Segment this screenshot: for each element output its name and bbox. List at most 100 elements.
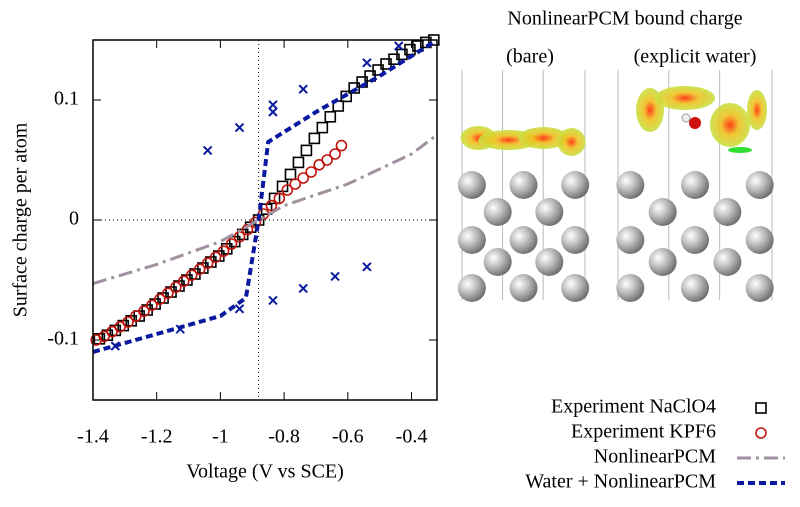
circle-marker: [273, 192, 286, 205]
square-marker: [348, 82, 360, 94]
circle-marker: [225, 238, 238, 250]
square-marker: [316, 121, 329, 134]
x-marker: [234, 122, 245, 133]
metal-atom: [681, 274, 709, 302]
metal-atom: [483, 248, 512, 276]
metal-atom: [648, 248, 677, 276]
plot-frame: [92, 39, 438, 401]
x-axis-label: Voltage (V vs SCE): [186, 461, 344, 483]
metal-atom: [457, 226, 486, 254]
circle-marker: [122, 316, 134, 328]
x-tick-label: -1.2: [141, 426, 173, 448]
square-marker: [372, 64, 384, 76]
hydrogen-atom: [681, 113, 691, 123]
x-tick-label: -0.4: [396, 426, 428, 448]
circle-marker: [297, 172, 310, 184]
circle-marker: [217, 245, 230, 257]
y-axis-label: Surface charge per atom: [10, 122, 32, 317]
x-marker: [394, 41, 404, 51]
x-marker: [298, 84, 308, 94]
y-tick-label: 0.1: [54, 88, 79, 110]
x-tick-label: -1.4: [77, 426, 109, 448]
legend-label: Experiment NaClO4: [551, 396, 716, 418]
x-marker: [268, 100, 278, 110]
metal-atom: [561, 274, 590, 302]
x-marker: [110, 341, 121, 351]
charge-blob: [710, 103, 750, 147]
metal-atom: [535, 248, 564, 276]
metal-atom: [713, 198, 742, 226]
circle-marker: [201, 257, 214, 270]
metal-atom: [681, 226, 709, 254]
x-marker: [268, 107, 278, 117]
x-marker: [298, 283, 308, 294]
oxygen-atom: [689, 117, 701, 129]
metal-atom: [509, 274, 538, 302]
metal-atom: [561, 171, 590, 199]
square-marker: [268, 192, 281, 205]
image-label: (explicit water): [634, 46, 757, 68]
x-marker: [362, 262, 372, 272]
metal-atom: [648, 198, 677, 226]
legend-marker: [755, 402, 767, 414]
charge-blob: [747, 90, 767, 130]
x-marker: [202, 145, 213, 156]
metal-atom: [509, 226, 538, 254]
charge-blob: [728, 147, 752, 153]
legend-label: Water + NonlinearPCM: [525, 471, 716, 493]
metal-atom: [616, 274, 645, 302]
metal-atom: [745, 226, 774, 254]
circle-marker: [281, 184, 294, 196]
metal-atom: [713, 248, 742, 276]
metal-atom: [745, 171, 774, 199]
images-title: NonlinearPCM bound charge: [507, 8, 742, 30]
metal-atom: [535, 198, 564, 226]
x-tick-label: -1: [212, 426, 229, 448]
circle-marker: [146, 299, 158, 312]
series-line: [93, 133, 437, 286]
x-tick-label: -0.8: [268, 426, 300, 448]
circle-marker: [209, 251, 222, 264]
charge-blob: [557, 128, 586, 156]
x-marker: [175, 324, 185, 334]
circle-marker: [154, 293, 166, 306]
circle-marker: [265, 199, 278, 212]
metal-atom: [681, 171, 709, 199]
circle-marker: [335, 139, 348, 152]
metal-atom: [616, 171, 645, 199]
legend-marker: [755, 427, 767, 439]
circle-marker: [162, 287, 174, 300]
circle-marker: [170, 281, 182, 294]
charge-blob: [518, 127, 569, 149]
x-marker: [330, 271, 340, 282]
y-tick-label: -0.1: [47, 328, 79, 350]
x-marker: [268, 295, 278, 306]
metal-atom: [457, 171, 486, 199]
metal-atom: [616, 226, 645, 254]
structure-images: [457, 70, 774, 302]
circle-marker: [138, 305, 150, 318]
legend-label: Experiment KPF6: [571, 421, 716, 443]
image-label: (bare): [506, 46, 554, 68]
x-marker: [362, 58, 372, 68]
legend-label: NonlinearPCM: [594, 446, 716, 468]
square-marker: [300, 144, 313, 157]
metal-atom: [509, 171, 538, 199]
square-marker: [308, 132, 321, 145]
circle-marker: [321, 154, 333, 166]
x-tick-label: -0.6: [332, 426, 364, 448]
x-marker: [234, 304, 245, 314]
square-marker: [404, 43, 416, 56]
circle-marker: [185, 269, 198, 282]
square-marker: [284, 168, 297, 181]
y-tick-label: 0: [69, 208, 79, 230]
circle-marker: [305, 166, 317, 178]
circle-marker: [329, 148, 341, 160]
metal-atom: [745, 274, 774, 302]
charge-blob: [655, 86, 715, 110]
square-marker: [292, 156, 305, 169]
circle-marker: [177, 275, 190, 288]
metal-atom: [561, 226, 590, 254]
circle-marker: [193, 263, 206, 276]
